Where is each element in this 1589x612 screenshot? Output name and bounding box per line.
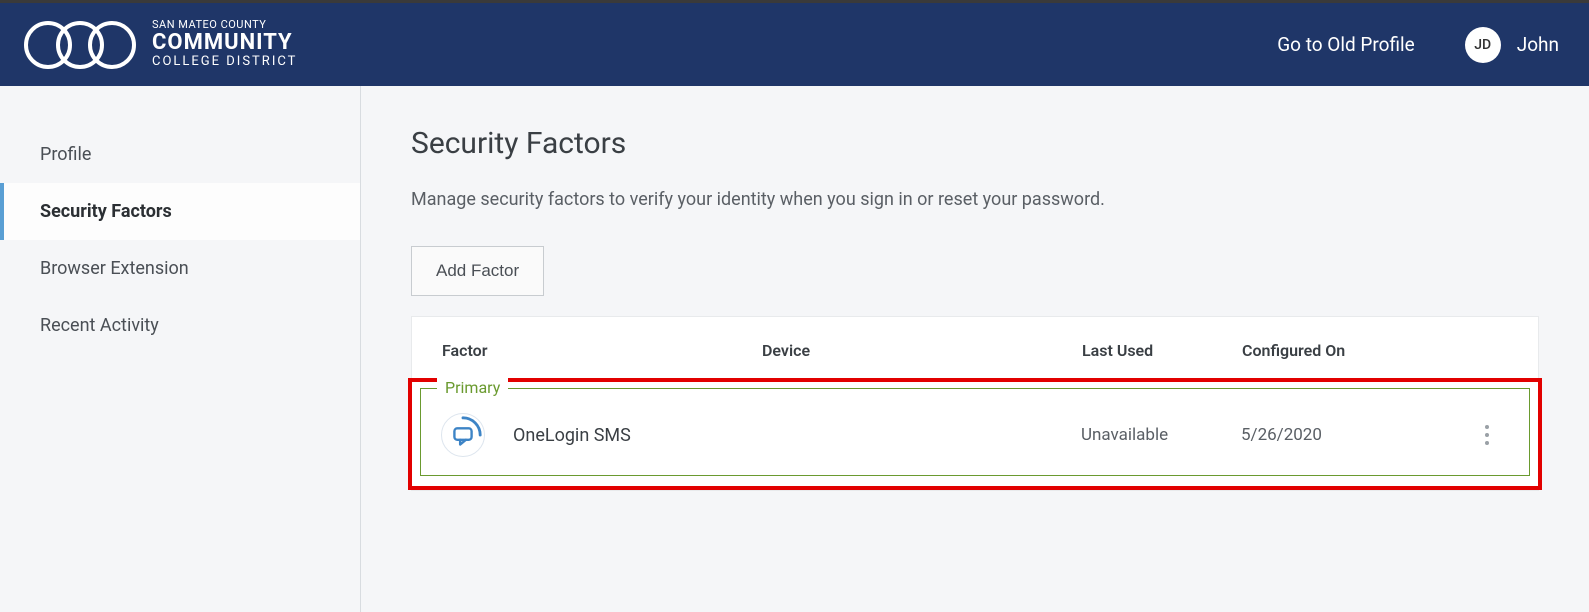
column-header-device: Device: [762, 341, 1082, 360]
add-factor-button[interactable]: Add Factor: [411, 246, 544, 296]
sidebar-item-label: Recent Activity: [40, 315, 159, 336]
org-line3: COLLEGE DISTRICT: [152, 55, 297, 69]
org-logo[interactable]: SAN MATEO COUNTY COMMUNITY COLLEGE DISTR…: [20, 17, 297, 73]
header-bar: SAN MATEO COUNTY COMMUNITY COLLEGE DISTR…: [0, 3, 1589, 86]
org-name: SAN MATEO COUNTY COMMUNITY COLLEGE DISTR…: [152, 19, 297, 70]
username-label[interactable]: John: [1517, 33, 1559, 56]
page-description: Manage security factors to verify your i…: [411, 189, 1539, 210]
sidebar-item-security-factors[interactable]: Security Factors: [0, 183, 360, 240]
primary-factor-group: Primary OneLogin SMS: [420, 388, 1530, 476]
column-header-factor: Factor: [442, 341, 762, 360]
sms-bubble-icon: [441, 413, 485, 457]
sidebar-item-label: Browser Extension: [40, 258, 189, 279]
sidebar-item-profile[interactable]: Profile: [0, 126, 360, 183]
factor-row-menu-button[interactable]: [1475, 420, 1499, 450]
column-header-configured-on: Configured On: [1242, 341, 1412, 360]
sidebar: Profile Security Factors Browser Extensi…: [0, 86, 361, 612]
avatar[interactable]: JD: [1465, 27, 1501, 63]
org-line2: COMMUNITY: [152, 31, 297, 55]
sidebar-item-recent-activity[interactable]: Recent Activity: [0, 297, 360, 354]
sidebar-item-label: Profile: [40, 144, 91, 165]
factor-last-used: Unavailable: [1081, 425, 1241, 445]
factors-table-header: Factor Device Last Used Configured On: [412, 341, 1538, 378]
main-content: Security Factors Manage security factors…: [361, 86, 1589, 612]
page-title: Security Factors: [411, 126, 1539, 161]
factor-row: OneLogin SMS Unavailable 5/26/2020: [441, 413, 1509, 457]
column-header-last-used: Last Used: [1082, 341, 1242, 360]
factor-configured-on: 5/26/2020: [1241, 425, 1411, 445]
primary-group-label: Primary: [437, 378, 508, 397]
old-profile-link[interactable]: Go to Old Profile: [1277, 33, 1415, 56]
factor-name: OneLogin SMS: [513, 425, 631, 446]
sidebar-item-label: Security Factors: [40, 201, 172, 222]
logo-rings-icon: [20, 17, 140, 73]
sidebar-item-browser-extension[interactable]: Browser Extension: [0, 240, 360, 297]
factors-panel: Factor Device Last Used Configured On Pr…: [411, 316, 1539, 491]
annotation-highlight-box: Primary OneLogin SMS: [408, 378, 1542, 490]
